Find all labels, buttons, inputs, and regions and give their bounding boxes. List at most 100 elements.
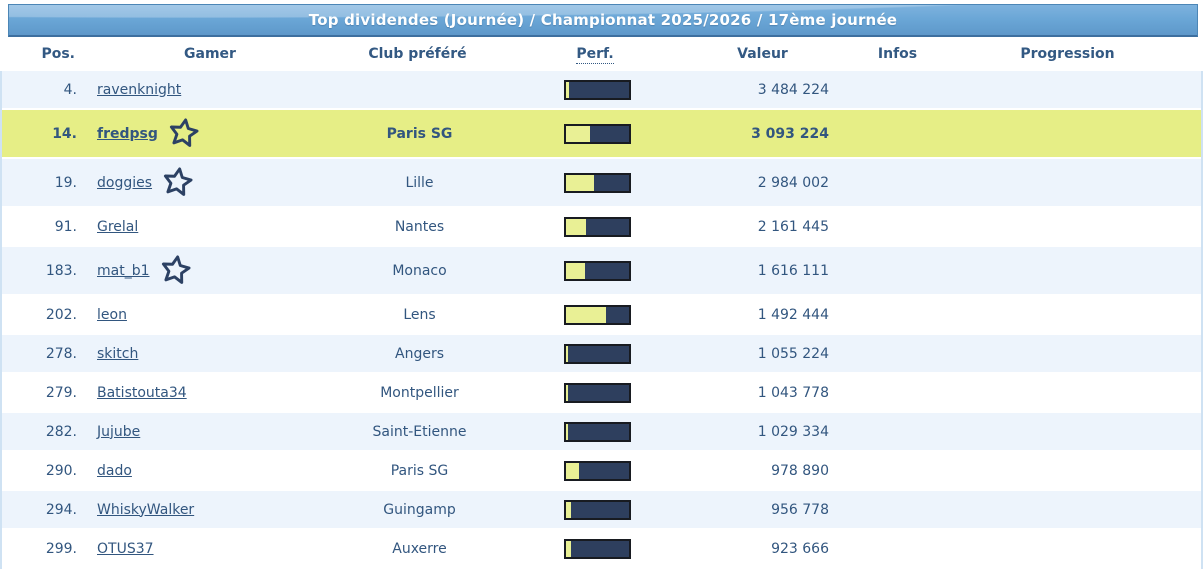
dividend-value: 3 093 224 bbox=[751, 125, 829, 142]
dividend-value: 1 492 444 bbox=[757, 306, 829, 323]
gamer-link[interactable]: skitch bbox=[97, 345, 139, 362]
dividend-value: 1 616 111 bbox=[757, 262, 829, 279]
gamer-cell: mat_b1 bbox=[87, 253, 337, 288]
gamer-link[interactable]: Grelal bbox=[97, 218, 139, 235]
perf-bar-fill bbox=[565, 218, 587, 235]
favorite-club: Angers bbox=[395, 345, 444, 362]
gamer-link[interactable]: Batistouta34 bbox=[97, 384, 187, 401]
column-header-pos: Pos. bbox=[41, 46, 75, 62]
perf-bar-fill bbox=[565, 125, 591, 142]
perf-bar-fill bbox=[565, 174, 595, 191]
gamer-cell: Grelal bbox=[87, 219, 337, 235]
dividend-value: 3 484 224 bbox=[757, 81, 829, 98]
gamer-link[interactable]: ravenknight bbox=[97, 81, 182, 98]
perf-cell bbox=[502, 304, 692, 325]
table-row: 14. fredpsg Paris SG 3 093 224 bbox=[2, 110, 1201, 159]
rank-position: 282. bbox=[45, 423, 77, 440]
rank-position: 299. bbox=[45, 540, 77, 557]
rank-position: 294. bbox=[45, 501, 77, 518]
gamer-link[interactable]: dado bbox=[97, 462, 132, 479]
perf-bar-fill bbox=[565, 81, 569, 98]
perf-bar bbox=[563, 421, 631, 442]
gamer-link[interactable]: leon bbox=[97, 306, 127, 323]
perf-bar bbox=[563, 538, 631, 559]
table-row: 183. mat_b1 Monaco 1 616 111 bbox=[2, 247, 1201, 296]
perf-bar bbox=[563, 172, 631, 193]
table-row: 91. Grelal Nantes 2 161 445 bbox=[2, 208, 1201, 247]
gamer-link[interactable]: mat_b1 bbox=[97, 262, 150, 279]
dividend-value: 2 161 445 bbox=[757, 218, 829, 235]
table-row: 278. skitch Angers 1 055 224 bbox=[2, 335, 1201, 374]
rank-position: 14. bbox=[52, 125, 77, 142]
perf-cell bbox=[502, 499, 692, 520]
perf-cell bbox=[502, 382, 692, 403]
perf-bar bbox=[563, 123, 631, 144]
rank-position: 202. bbox=[45, 306, 77, 323]
gamer-cell: leon bbox=[87, 307, 337, 323]
favorite-club: Paris SG bbox=[390, 462, 449, 479]
gamer-cell: Batistouta34 bbox=[87, 385, 337, 401]
gamer-cell: ravenknight bbox=[87, 82, 337, 98]
column-header-perf: Perf. bbox=[500, 46, 690, 64]
dividend-value: 1 029 334 bbox=[757, 423, 829, 440]
table-row: 202. leon Lens 1 492 444 bbox=[2, 296, 1201, 335]
buddy-star-icon bbox=[169, 118, 199, 147]
rank-position: 183. bbox=[45, 262, 77, 279]
column-header-gamer: Gamer bbox=[184, 46, 236, 62]
perf-cell bbox=[502, 260, 692, 281]
dividend-value: 923 666 bbox=[771, 540, 829, 557]
table-row: 4. ravenknight 3 484 224 bbox=[2, 71, 1201, 110]
buddy-star-icon bbox=[163, 167, 193, 196]
column-header-club: Club préféré bbox=[368, 46, 467, 62]
perf-cell bbox=[502, 79, 692, 100]
column-header-value: Valeur bbox=[737, 46, 788, 62]
perf-bar bbox=[563, 79, 631, 100]
perf-cell bbox=[502, 421, 692, 442]
favorite-club: Lille bbox=[405, 174, 434, 191]
table-row: 282. Jujube Saint-Etienne 1 029 334 bbox=[2, 413, 1201, 452]
table-header-row: Pos. Gamer Club préféré Perf. Valeur Inf… bbox=[0, 37, 1203, 71]
rank-position: 19. bbox=[54, 174, 77, 191]
perf-bar-fill bbox=[565, 306, 607, 323]
rank-position: 4. bbox=[63, 81, 77, 98]
gamer-link[interactable]: Jujube bbox=[97, 423, 141, 440]
perf-bar-fill bbox=[565, 462, 580, 479]
gamer-link[interactable]: fredpsg bbox=[97, 125, 158, 142]
perf-bar bbox=[563, 260, 631, 281]
page-title: Top dividendes (Journée) / Championnat 2… bbox=[308, 11, 898, 29]
gamer-cell: fredpsg bbox=[87, 116, 337, 151]
dividend-value: 978 890 bbox=[771, 462, 829, 479]
favorite-club: Montpellier bbox=[380, 384, 459, 401]
gamer-link[interactable]: OTUS37 bbox=[97, 540, 154, 557]
perf-bar bbox=[563, 499, 631, 520]
table-row: 294. WhiskyWalker Guingamp 956 778 bbox=[2, 491, 1201, 530]
dividend-value: 956 778 bbox=[771, 501, 829, 518]
gamer-cell: dado bbox=[87, 463, 337, 479]
perf-cell bbox=[502, 216, 692, 237]
dividend-value: 1 043 778 bbox=[757, 384, 829, 401]
column-header-progression: Progression bbox=[1020, 46, 1115, 62]
favorite-club: Monaco bbox=[392, 262, 447, 279]
rank-position: 279. bbox=[45, 384, 77, 401]
favorite-club: Lens bbox=[403, 306, 436, 323]
gamer-link[interactable]: doggies bbox=[97, 174, 153, 191]
perf-bar-fill bbox=[565, 423, 569, 440]
gamer-cell: Jujube bbox=[87, 424, 337, 440]
table-row: 290. dado Paris SG 978 890 bbox=[2, 452, 1201, 491]
favorite-club: Paris SG bbox=[386, 125, 453, 142]
rank-position: 278. bbox=[45, 345, 77, 362]
dividend-value: 1 055 224 bbox=[757, 345, 829, 362]
gamer-cell: doggies bbox=[87, 165, 337, 200]
perf-bar bbox=[563, 460, 631, 481]
perf-cell bbox=[502, 343, 692, 364]
perf-bar bbox=[563, 304, 631, 325]
gamer-cell: skitch bbox=[87, 346, 337, 362]
table-row: 299. OTUS37 Auxerre 923 666 bbox=[2, 530, 1201, 569]
perf-bar bbox=[563, 216, 631, 237]
rank-position: 91. bbox=[54, 218, 77, 235]
perf-cell bbox=[502, 172, 692, 193]
gamer-cell: OTUS37 bbox=[87, 541, 337, 557]
perf-bar-fill bbox=[565, 384, 569, 401]
column-header-perf-label: Perf. bbox=[576, 46, 614, 64]
gamer-link[interactable]: WhiskyWalker bbox=[97, 501, 195, 518]
